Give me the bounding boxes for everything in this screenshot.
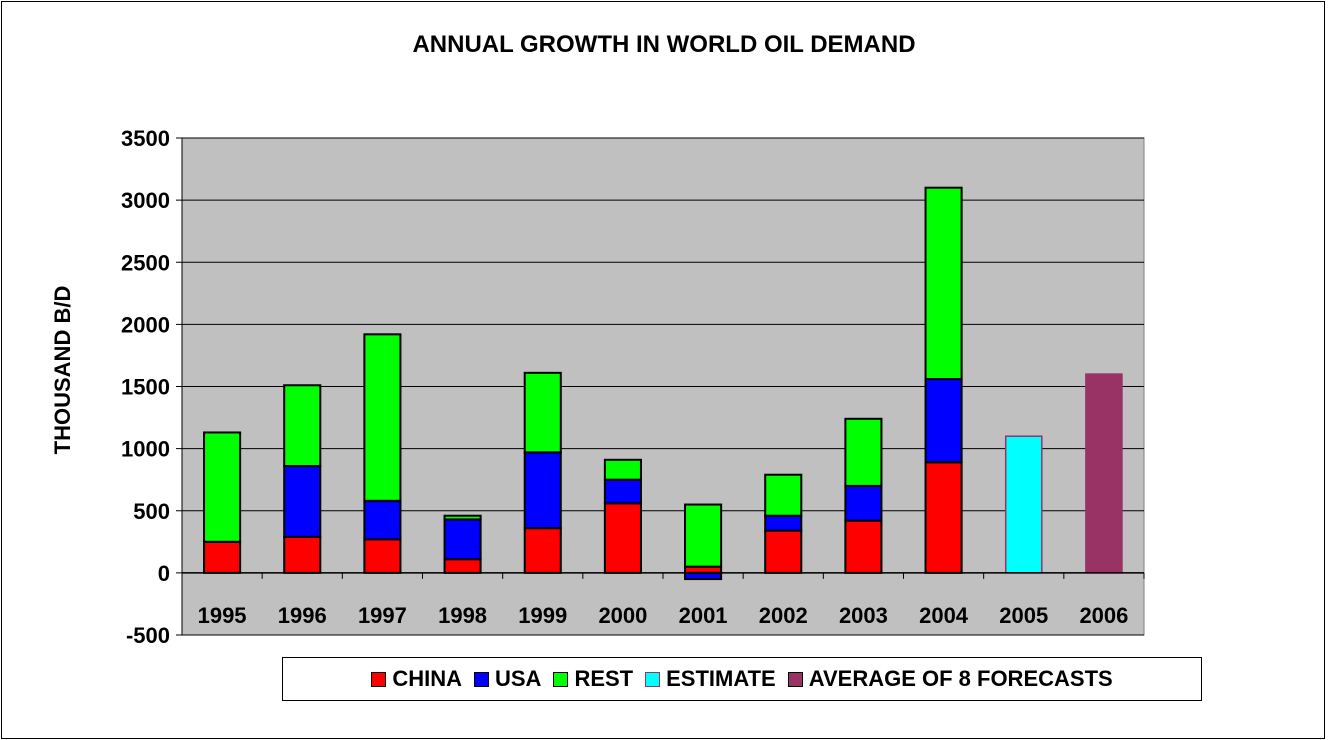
bar-rest-2002 (764, 473, 803, 517)
x-tick-label: 1998 (438, 603, 487, 628)
bar-china-1996 (283, 535, 322, 574)
bar-rest-1998 (443, 514, 482, 521)
bar-china-2000 (603, 502, 642, 574)
y-tick-label: 2500 (121, 250, 170, 275)
bar-rest-1999 (523, 371, 562, 454)
bar-usa-2001 (684, 571, 723, 581)
chart-title: ANNUAL GROWTH IN WORLD OIL DEMAND (412, 31, 915, 58)
bar-usa-2003 (844, 484, 883, 522)
bar-china-1997 (363, 538, 402, 574)
bar-rest-2003 (844, 417, 883, 487)
bar-rest-1995 (203, 431, 242, 543)
bar-usa-1996 (283, 465, 322, 538)
x-tick-label: 2005 (999, 603, 1048, 628)
bar-rest-1997 (363, 333, 402, 502)
legend-swatch (371, 671, 387, 687)
y-tick-label: 1000 (121, 437, 170, 462)
bar-usa-1998 (443, 518, 482, 561)
bar-china-1998 (443, 558, 482, 574)
x-tick-label: 2002 (759, 603, 808, 628)
legend-swatch (553, 671, 569, 687)
legend-item: ESTIMATE (645, 666, 776, 692)
legend-swatch (473, 671, 489, 687)
legend-item: CHINA (371, 666, 462, 692)
legend: CHINA USA REST ESTIMATE AVERAGE OF 8 FORECAS… (282, 657, 1202, 701)
y-axis-label: THOUSAND B/D (50, 286, 75, 455)
x-tick-label: 2006 (1079, 603, 1128, 628)
bar-rest-2004 (924, 186, 963, 381)
legend-item: USA (473, 666, 542, 692)
bar-china-1995 (203, 540, 242, 574)
x-tick-label: 1996 (278, 603, 327, 628)
x-axis-ticks: 1995 1996 1997 1998 1999 2000 2001 2002 2003 2004… (181, 572, 1145, 628)
legend-label: AVERAGE OF 8 FORECASTS (808, 666, 1113, 691)
y-tick-label: 3000 (121, 188, 170, 213)
bar-usa-2002 (764, 514, 803, 532)
legend-item: REST (553, 666, 633, 692)
legend-label: ESTIMATE (666, 666, 776, 691)
legend-item: AVERAGE OF 8 FORECASTS (787, 666, 1113, 692)
x-tick-label: 1995 (198, 603, 247, 628)
legend-label: CHINA (392, 666, 462, 691)
bar-average-of-8-forecasts-2006 (1085, 373, 1123, 574)
y-tick-label: 1500 (121, 375, 170, 400)
y-tick-label: 2000 (121, 312, 170, 337)
y-tick-label: 500 (133, 499, 170, 524)
x-tick-label: 1999 (518, 603, 567, 628)
bar-rest-1996 (283, 384, 322, 468)
legend-swatch (787, 671, 803, 687)
y-axis-ticks: -500 0 500 1000 1500 2000 2500 3000 3500 (121, 126, 183, 648)
bar-usa-1999 (523, 451, 562, 530)
x-tick-label: 2003 (839, 603, 888, 628)
bar-usa-2004 (924, 378, 963, 464)
y-tick-label: 3500 (121, 126, 170, 151)
y-tick-label: 0 (158, 561, 170, 586)
bar-usa-1997 (363, 499, 402, 541)
legend-label: REST (574, 666, 634, 691)
bar-china-1999 (523, 527, 562, 574)
bar-rest-2001 (684, 503, 723, 568)
x-tick-label: 2000 (598, 603, 647, 628)
legend-label: USA (494, 666, 542, 691)
bar-china-2004 (924, 461, 963, 574)
y-tick-label: -500 (126, 623, 170, 648)
bar-usa-2000 (603, 478, 642, 505)
bar-estimate-2005 (1004, 435, 1043, 574)
bar-china-2003 (844, 519, 883, 574)
bar-rest-2000 (603, 458, 642, 481)
x-tick-label: 2001 (679, 603, 728, 628)
bar-china-2002 (764, 529, 803, 574)
x-tick-label: 1997 (358, 603, 407, 628)
x-tick-label: 2004 (919, 603, 969, 628)
legend-swatch (645, 671, 661, 687)
